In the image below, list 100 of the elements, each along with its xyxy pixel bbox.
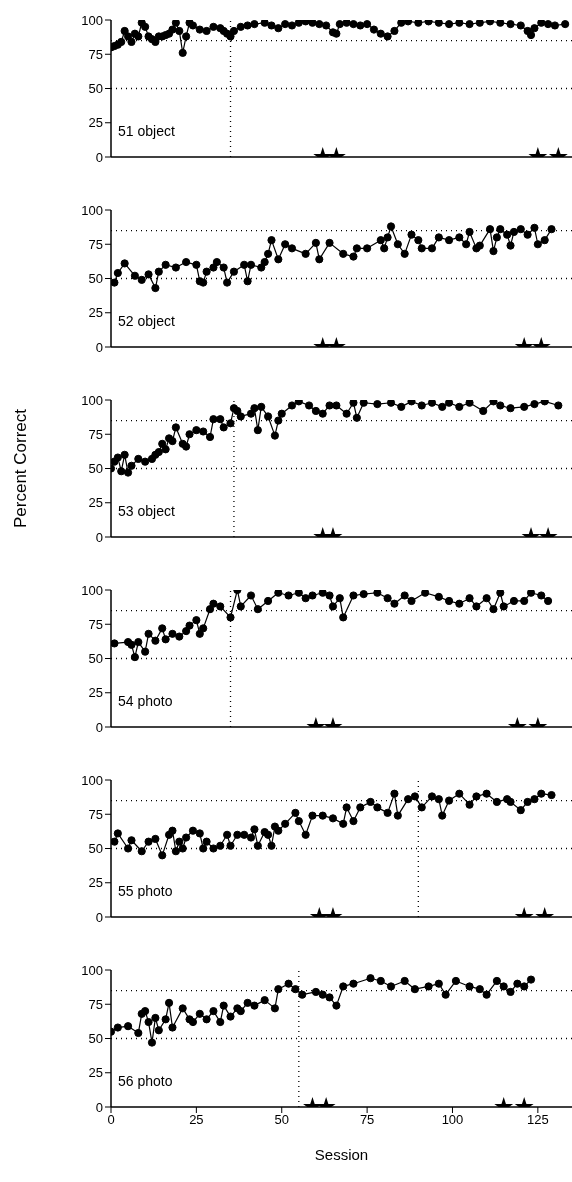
point bbox=[151, 1013, 160, 1023]
point bbox=[151, 636, 160, 645]
point bbox=[185, 621, 194, 630]
y-tick-label: 25 bbox=[88, 495, 103, 511]
point bbox=[209, 599, 218, 608]
y-tick-label: 100 bbox=[81, 12, 103, 28]
point bbox=[526, 590, 536, 597]
y-tick-label: 25 bbox=[88, 115, 103, 131]
point bbox=[390, 599, 399, 608]
point bbox=[339, 613, 348, 622]
point bbox=[407, 596, 416, 606]
y-tick-label: 0 bbox=[95, 1099, 103, 1115]
y-tick-label: 0 bbox=[95, 909, 103, 925]
y-tick-label: 0 bbox=[95, 339, 103, 355]
y-tick-label: 75 bbox=[88, 46, 103, 62]
annotation: 52 object bbox=[118, 313, 175, 329]
point bbox=[465, 594, 474, 603]
point bbox=[246, 591, 256, 600]
point bbox=[209, 1007, 218, 1016]
y-tick-label: 50 bbox=[88, 81, 103, 97]
point bbox=[400, 591, 409, 600]
point bbox=[472, 602, 481, 611]
point bbox=[499, 602, 508, 611]
point bbox=[335, 594, 344, 603]
point bbox=[325, 993, 334, 1002]
point bbox=[318, 990, 327, 999]
y-tick-label: 100 bbox=[81, 202, 103, 218]
point bbox=[451, 976, 460, 986]
point bbox=[513, 979, 522, 988]
point bbox=[168, 629, 177, 638]
point bbox=[161, 1015, 170, 1024]
point bbox=[123, 1022, 133, 1031]
y-tick-label: 50 bbox=[88, 271, 103, 287]
point bbox=[434, 979, 443, 988]
point bbox=[111, 639, 119, 648]
point bbox=[421, 590, 430, 597]
point bbox=[263, 596, 273, 606]
point bbox=[496, 590, 505, 597]
point bbox=[544, 596, 553, 606]
point bbox=[537, 591, 546, 600]
point bbox=[424, 982, 433, 991]
point bbox=[492, 976, 501, 986]
point bbox=[325, 591, 334, 600]
y-tick-label: 25 bbox=[88, 1065, 103, 1081]
point bbox=[274, 590, 283, 597]
point bbox=[253, 605, 262, 614]
point bbox=[270, 1004, 280, 1013]
point bbox=[482, 990, 491, 999]
point bbox=[195, 1009, 204, 1018]
point bbox=[178, 1004, 187, 1013]
point bbox=[134, 1028, 143, 1038]
point bbox=[216, 1017, 225, 1027]
point bbox=[113, 1023, 122, 1032]
point bbox=[199, 624, 208, 633]
point bbox=[195, 629, 204, 638]
x-tick-label: 0 bbox=[107, 1112, 115, 1128]
y-tick-label: 25 bbox=[88, 305, 103, 321]
point bbox=[298, 990, 307, 999]
point bbox=[158, 624, 167, 633]
y-tick-label: 100 bbox=[81, 772, 103, 788]
point bbox=[175, 632, 184, 641]
y-tick-label: 75 bbox=[88, 426, 103, 442]
point bbox=[400, 976, 409, 986]
point bbox=[339, 982, 348, 991]
point bbox=[434, 592, 443, 601]
point bbox=[219, 1001, 228, 1010]
point bbox=[520, 596, 529, 606]
point bbox=[520, 982, 529, 991]
point bbox=[311, 987, 320, 997]
point bbox=[284, 591, 293, 600]
point bbox=[349, 591, 358, 600]
point bbox=[134, 637, 143, 647]
y-tick-label: 0 bbox=[95, 529, 103, 545]
y-tick-label: 100 bbox=[81, 392, 103, 408]
point bbox=[168, 1023, 177, 1032]
y-tick-label: 100 bbox=[81, 582, 103, 598]
y-tick-label: 50 bbox=[88, 651, 103, 667]
point bbox=[202, 1015, 211, 1024]
point bbox=[243, 998, 252, 1007]
y-axis-title: Percent Correct bbox=[11, 408, 31, 529]
x-tick-label: 50 bbox=[274, 1112, 289, 1128]
point bbox=[284, 979, 293, 988]
point bbox=[291, 985, 300, 994]
point bbox=[444, 596, 454, 606]
point bbox=[236, 602, 245, 611]
point bbox=[192, 616, 201, 625]
point bbox=[188, 1017, 198, 1027]
point bbox=[526, 975, 536, 984]
point bbox=[127, 640, 136, 649]
point bbox=[141, 1007, 150, 1016]
point bbox=[154, 1026, 163, 1035]
point bbox=[130, 653, 139, 662]
point bbox=[294, 590, 303, 597]
annotation: 54 photo bbox=[118, 693, 173, 709]
x-tick-label: 125 bbox=[527, 1112, 549, 1128]
point bbox=[455, 599, 464, 608]
point bbox=[410, 985, 420, 994]
x-tick-label: 25 bbox=[189, 1112, 204, 1128]
y-tick-label: 50 bbox=[88, 841, 103, 857]
point bbox=[482, 594, 491, 603]
